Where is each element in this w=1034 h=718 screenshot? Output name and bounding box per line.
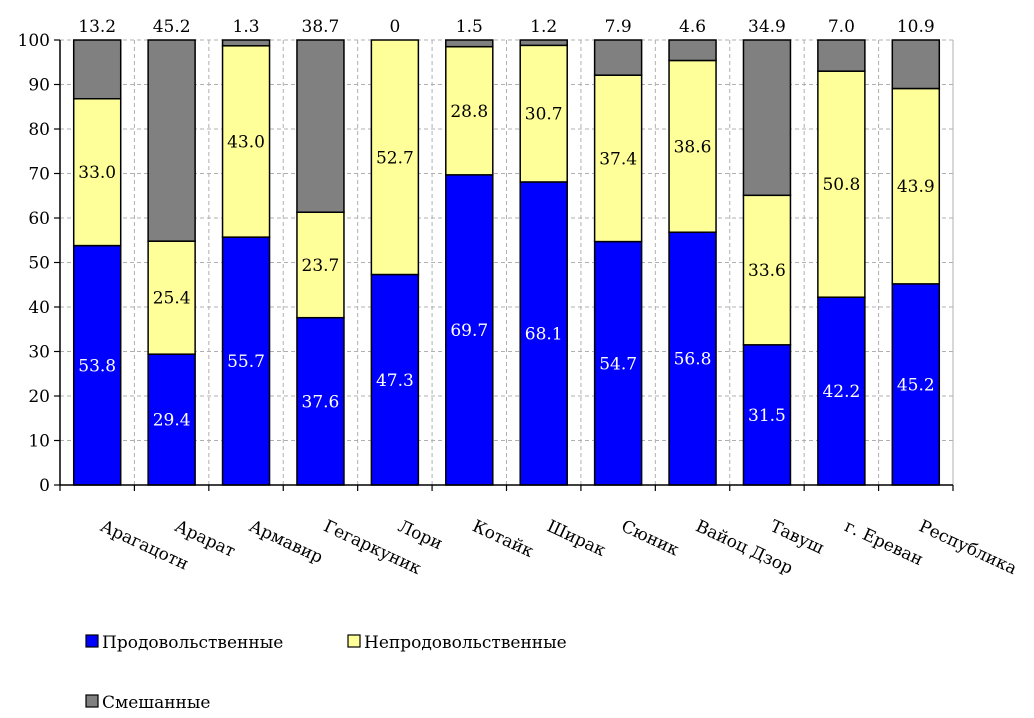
bar-segment-3-4 [296,39,345,213]
y-tick-label: 60 [28,209,50,229]
bar-segment-3-11 [817,39,866,72]
bar-segment-3-10 [742,39,792,197]
bar-segment-2-6 [445,45,494,176]
bar-segment-1-1 [72,244,122,486]
legend-label: Непродовольственные [364,633,567,653]
data-label: 37.6 [302,392,340,412]
bar-segment-2-5 [370,39,420,276]
bar-segment-2-3 [221,45,271,238]
bar-segment-2-11 [817,70,866,298]
y-tick-label: 90 [28,76,50,96]
legend-label: Смешанные [102,693,210,713]
data-label: 7.9 [605,17,632,37]
data-label: 69.7 [450,321,488,341]
data-label: 0 [389,17,400,37]
data-label: 1.2 [530,17,557,37]
data-label: 54.7 [599,354,637,374]
data-label: 33.0 [78,163,116,183]
data-label: 29.4 [153,411,191,431]
grid-lines [60,39,954,485]
data-label: 56.8 [674,350,712,370]
legend-swatch-2 [347,634,361,648]
data-label: 42.2 [822,382,860,402]
data-label: 23.7 [302,256,340,276]
data-label: 30.7 [525,105,563,125]
category-label: Ширак [544,516,609,561]
bar-segment-1-6 [445,174,494,486]
data-label: 55.7 [227,352,265,372]
data-label: 43.9 [897,177,935,197]
data-label: 1.5 [456,17,483,37]
bar-segment-1-5 [370,273,420,486]
axes: 0 10 20 30 40 50 60 70 80 90 100 [18,31,954,496]
bar-segment-2-1 [72,97,122,247]
category-label: Сюник [618,516,682,560]
data-label: 47.3 [376,371,414,391]
category-label: Котайк [469,516,537,562]
bar-segment-2-9 [668,59,717,233]
category-label: Армавир [246,516,326,568]
bar-segment-2-8 [593,74,643,243]
bar-segment-3-6 [445,39,494,48]
bar-segment-1-11 [817,296,866,486]
data-label: 7.0 [828,17,855,37]
y-tick-label: 80 [28,120,50,140]
data-label: 25.4 [153,289,191,309]
bar-segment-3-8 [593,39,643,76]
data-label: 52.7 [376,148,414,168]
data-label: 31.5 [748,406,786,426]
category-label: Лори [395,516,446,554]
data-label: 45.2 [153,17,191,37]
legend-swatch-1 [85,634,99,648]
legend-label: Продовольственные [102,633,283,653]
category-label: Республика [916,516,1020,579]
legend-swatch-3 [85,694,99,708]
data-label: 4.6 [679,17,706,37]
data-label: 1.3 [233,17,260,37]
bar-segment-3-7 [519,39,568,47]
data-label: 68.1 [525,324,563,344]
y-tick-label: 50 [28,254,50,274]
data-labels: 53.8 33.0 13.2 29.4 25.4 45.2 55.7 43.0 1.3 37.6 2… [78,17,934,431]
data-label: 10.9 [897,17,935,37]
data-label: 38.6 [674,137,712,157]
bar-segment-1-8 [593,240,643,486]
bar-segment-1-7 [519,181,568,486]
y-tick-label: 10 [28,432,50,452]
y-tick-label: 0 [39,476,50,496]
y-tick-label: 100 [18,31,50,51]
data-label: 50.8 [822,175,860,195]
data-label: 37.4 [599,149,637,169]
data-label: 28.8 [450,102,488,122]
y-tick-label: 70 [28,165,50,185]
bar-segment-3-9 [668,39,717,62]
data-label: 38.7 [302,17,340,37]
bars [72,39,941,486]
data-label: 43.0 [227,132,265,152]
bar-segment-3-2 [147,39,196,242]
category-label: г. Ереван [841,516,926,570]
bar-segment-1-4 [296,316,345,486]
y-tick-label: 30 [28,343,50,363]
legend: Продовольственные Непродовольственные Смеш… [85,633,567,713]
bar-segment-3-12 [891,39,941,90]
data-label: 33.6 [748,261,786,281]
bar-segment-3-1 [72,39,122,100]
y-tick-label: 40 [28,298,50,318]
y-tick-label: 20 [28,387,50,407]
data-label: 34.9 [748,17,786,37]
data-label: 45.2 [897,375,935,395]
bar-segment-3-3 [221,39,271,47]
data-label: 53.8 [78,356,116,376]
data-label: 13.2 [78,17,116,37]
